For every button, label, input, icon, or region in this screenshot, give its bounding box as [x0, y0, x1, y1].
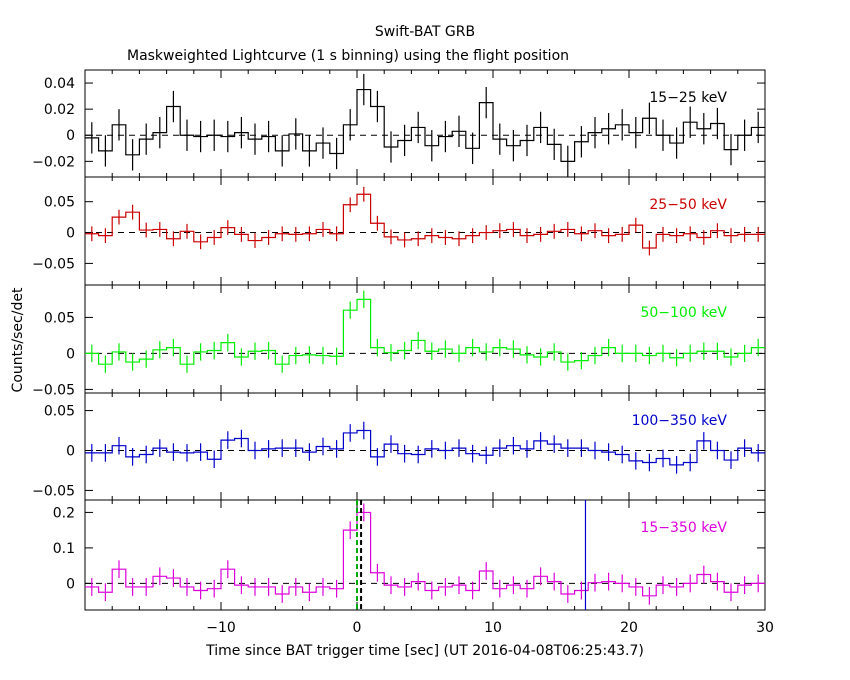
panels-group: −0.02 0 0.02 0.04 15−25 keV −0.05 0 0.05 25−50 k…: [32, 69, 774, 636]
panel-0: −0.02 0 0.02 0.04 15−25 keV: [32, 69, 766, 178]
y-tick-label: 0: [66, 128, 75, 144]
y-axis-label: Counts/sec/det: [10, 287, 26, 392]
y-tick-label: 0: [66, 346, 75, 362]
panel-frame: [84, 284, 766, 394]
y-tick-label: −0.05: [32, 256, 75, 272]
y-tick-label: 0.2: [53, 505, 75, 521]
y-tick-label: 0.1: [53, 541, 75, 557]
panel-3: −0.05 0 0.05 100−350 keV: [32, 392, 766, 501]
band-label: 15−25 keV: [649, 90, 727, 106]
y-tick-label: 0.05: [44, 310, 75, 326]
panel-4: 0 0.1 0.2 15−350 keV −10 0 10 20 30: [53, 499, 774, 636]
y-tick-label: −0.05: [32, 483, 75, 499]
y-tick-label: 0.02: [44, 102, 75, 118]
panel-frame: [84, 499, 766, 611]
y-tick-label: −0.05: [32, 382, 75, 398]
band-label: 15−350 keV: [640, 520, 727, 536]
y-tick-label: 0.04: [44, 76, 75, 92]
chart-subtitle: Maskweighted Lightcurve (1 s binning) us…: [127, 48, 569, 64]
chart-title: Swift-BAT GRB: [375, 24, 475, 40]
band-label: 50−100 keV: [640, 305, 727, 321]
x-tick-label: 20: [620, 620, 638, 636]
panel-2: −0.05 0 0.05 50−100 keV: [32, 284, 766, 398]
band-label: 25−50 keV: [649, 197, 727, 213]
y-tick-label: −0.02: [32, 154, 75, 170]
y-tick-label: 0.05: [44, 195, 75, 211]
x-tick-label: −10: [206, 620, 236, 636]
x-axis-label: Time since BAT trigger time [sec] (UT 20…: [205, 643, 644, 659]
y-tick-label: 0.05: [44, 404, 75, 420]
y-tick-label: 0: [66, 443, 75, 459]
lightcurve-step-line: [85, 429, 765, 466]
lightcurve-step-line: [85, 193, 765, 249]
x-tick-label: 10: [484, 620, 502, 636]
y-tick-label: 0: [66, 226, 75, 242]
x-tick-label: 0: [353, 620, 362, 636]
y-tick-label: 0: [66, 576, 75, 592]
x-tick-label: 30: [756, 620, 774, 636]
band-label: 100−350 keV: [632, 413, 728, 429]
panel-1: −0.05 0 0.05 25−50 keV: [32, 176, 766, 286]
